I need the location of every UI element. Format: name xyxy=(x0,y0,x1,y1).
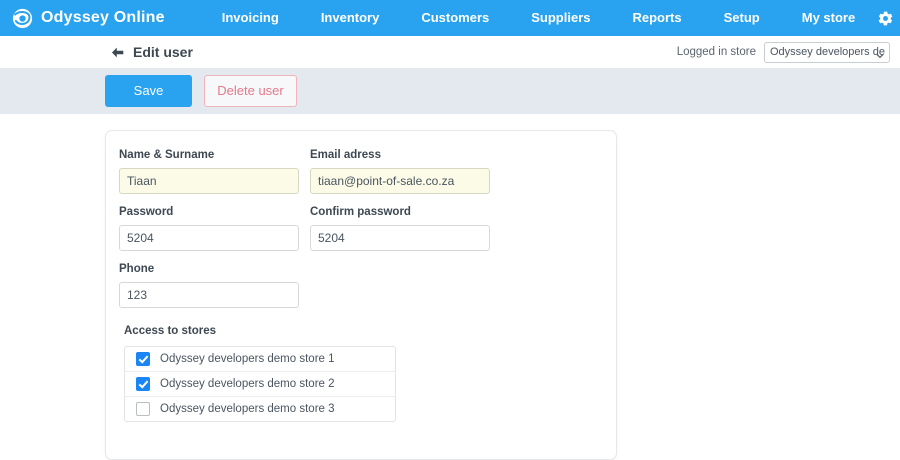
nav-link-customers[interactable]: Customers xyxy=(421,10,490,25)
field-row-phone: Phone xyxy=(119,263,596,308)
store-checkbox-3[interactable] xyxy=(136,402,150,416)
field-label-confirm-password: Confirm password xyxy=(310,206,411,218)
list-item[interactable]: Odyssey developers demo store 1 xyxy=(125,347,395,372)
store-select[interactable]: Odyssey developers de xyxy=(764,41,890,63)
email-input[interactable] xyxy=(310,168,490,194)
brand-name: Odyssey Online xyxy=(41,9,165,26)
gear-icon[interactable] xyxy=(876,9,895,28)
logged-in-store-label: Logged in store xyxy=(676,46,756,58)
field-row-passwords: Password Confirm password xyxy=(119,206,596,251)
store-checkbox-1[interactable] xyxy=(136,352,150,366)
nav-link-inventory[interactable]: Inventory xyxy=(320,10,380,25)
save-button[interactable]: Save xyxy=(105,75,192,107)
field-row-name-email: Name & Surname Email adress xyxy=(119,149,596,194)
confirm-password-input[interactable] xyxy=(310,225,490,251)
odyssey-swirl-logo-icon xyxy=(12,8,33,29)
nav-link-my-store[interactable]: My store xyxy=(801,10,856,25)
edit-user-card: Name & Surname Email adress Password Con… xyxy=(105,130,617,460)
nav-link-reports[interactable]: Reports xyxy=(632,10,682,25)
phone-input[interactable] xyxy=(119,282,299,308)
back-arrow-icon[interactable] xyxy=(108,43,126,61)
nav-link-invoicing[interactable]: Invoicing xyxy=(221,10,279,25)
field-email: Email adress xyxy=(310,149,490,194)
brand[interactable]: Odyssey Online xyxy=(12,8,165,29)
list-item[interactable]: Odyssey developers demo store 3 xyxy=(125,397,395,421)
nav-link-setup[interactable]: Setup xyxy=(723,10,760,25)
logged-in-store-group: Logged in store Odyssey developers de xyxy=(676,41,890,63)
page-header-row: Edit user Logged in store Odyssey develo… xyxy=(0,36,900,68)
nav-links: Invoicing Inventory Customers Suppliers … xyxy=(201,0,876,36)
field-phone: Phone xyxy=(119,263,299,308)
field-label-email: Email adress xyxy=(310,149,381,161)
nav-link-suppliers[interactable]: Suppliers xyxy=(531,10,591,25)
navbar-icon-group xyxy=(876,9,900,28)
field-label-password: Password xyxy=(119,206,174,218)
action-toolbar: Save Delete user xyxy=(0,68,900,114)
field-confirm-password: Confirm password xyxy=(310,206,490,251)
content-area: Name & Surname Email adress Password Con… xyxy=(0,114,900,460)
store-checkbox-2[interactable] xyxy=(136,377,150,391)
page-title: Edit user xyxy=(133,44,193,60)
field-label-name-surname: Name & Surname xyxy=(119,149,215,161)
delete-user-button[interactable]: Delete user xyxy=(204,75,297,107)
store-access-list: Odyssey developers demo store 1 Odyssey … xyxy=(124,346,396,422)
store-select-value: Odyssey developers de xyxy=(770,45,885,58)
name-surname-input[interactable] xyxy=(119,168,299,194)
store-name-2: Odyssey developers demo store 2 xyxy=(160,378,335,390)
list-item[interactable]: Odyssey developers demo store 2 xyxy=(125,372,395,397)
access-to-stores-label: Access to stores xyxy=(124,325,217,337)
store-name-1: Odyssey developers demo store 1 xyxy=(160,353,335,365)
field-name-surname: Name & Surname xyxy=(119,149,299,194)
field-label-phone: Phone xyxy=(119,263,155,275)
password-input[interactable] xyxy=(119,225,299,251)
field-password: Password xyxy=(119,206,299,251)
store-name-3: Odyssey developers demo store 3 xyxy=(160,403,335,415)
top-navbar: Odyssey Online Invoicing Inventory Custo… xyxy=(0,0,900,36)
